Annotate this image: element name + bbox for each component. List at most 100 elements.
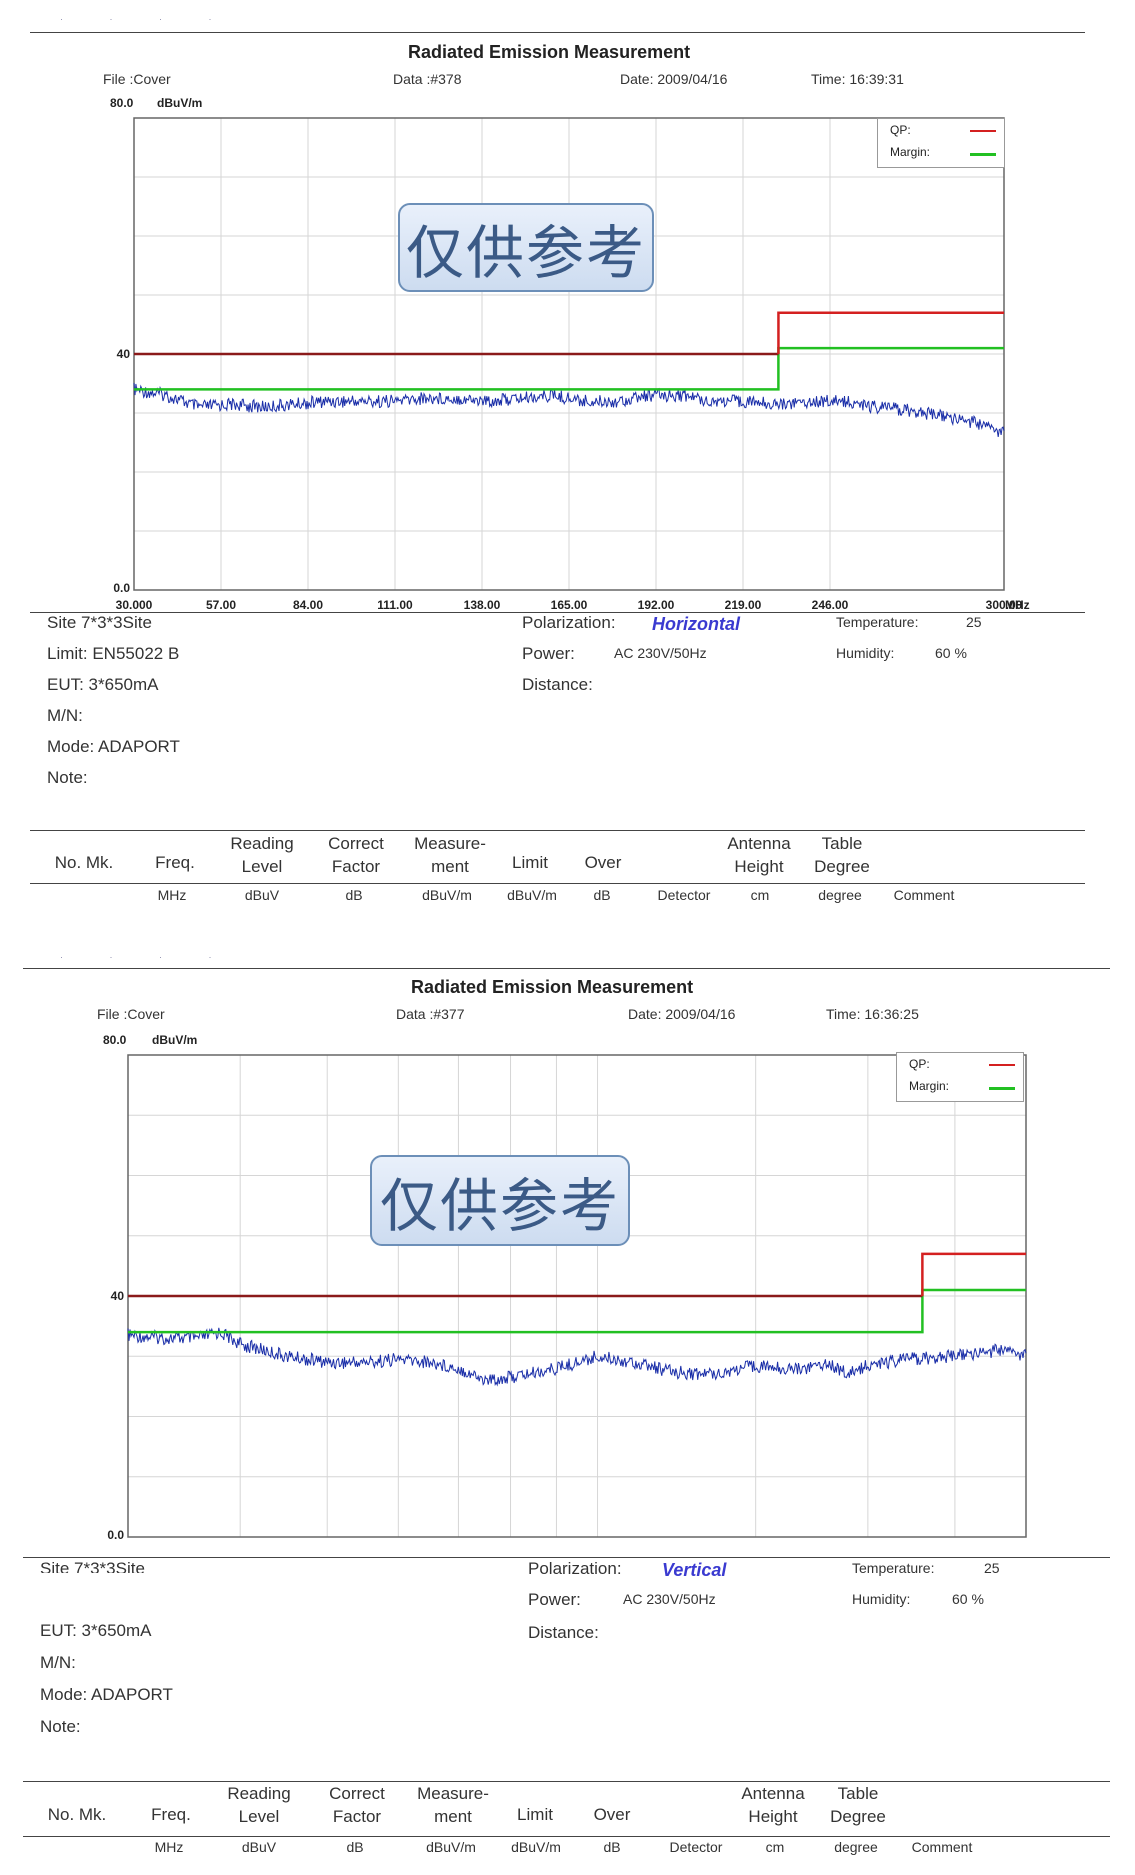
- site-label: Site 7*3*3Site: [40, 1559, 145, 1573]
- table-column-header-line: Limit: [517, 1805, 553, 1824]
- humidity-label: Humidity:: [836, 645, 895, 661]
- x-tick-label: 192.00: [638, 598, 675, 610]
- table-unit-label: cm: [750, 887, 770, 903]
- table-column-header: Measure-ment: [390, 832, 510, 878]
- table-unit-label: degree: [818, 887, 862, 903]
- x-tick-label: 246.00: [812, 598, 849, 610]
- power-label: Power:: [522, 644, 575, 663]
- top-faint-text: · · · ·: [60, 14, 234, 24]
- x-tick-label: 30.000: [110, 1545, 147, 1547]
- file-label: File :Cover: [103, 71, 171, 87]
- x-tick-label: 30.000: [116, 598, 153, 610]
- table-unit-label: dBuV/m: [422, 887, 472, 903]
- table-unit-label: dBuV: [244, 887, 280, 903]
- info-rule: [23, 1557, 1110, 1558]
- table-column-header: Reading Level: [202, 832, 322, 878]
- legend-margin-swatch: [989, 1087, 1015, 1090]
- temperature-label: Temperature:: [852, 1560, 935, 1576]
- table-column-header-line: Degree: [830, 1807, 886, 1826]
- table-unit-label: Detector: [669, 1839, 723, 1855]
- table-column-header: Reading Level: [199, 1782, 319, 1828]
- watermark-stamp: 仅供参考: [370, 1155, 630, 1246]
- table-column-header-line: Factor: [331, 857, 381, 876]
- table-column-header-line: No. Mk.: [54, 853, 114, 872]
- temperature-value: 25: [966, 614, 982, 630]
- table-column-header: Freq.: [115, 851, 235, 874]
- margin-line: [134, 346, 1004, 391]
- table-column-header-line: Over: [584, 853, 622, 872]
- table-column-header: Over: [552, 1803, 672, 1826]
- table-column-header: Antenna Height: [699, 832, 819, 878]
- x-tick-label: 80: [504, 1545, 518, 1547]
- chart-legend: QP: Margin:: [896, 1052, 1024, 1102]
- table-column-header-line: Over: [593, 1805, 631, 1824]
- table-column-header: Table Degree: [798, 1782, 918, 1828]
- qp-limit-line-step: [777, 311, 1004, 354]
- table-column-header-line: Level: [241, 857, 283, 876]
- qp-limit-line-step: [921, 1252, 1026, 1296]
- y-tick-label: 40: [117, 347, 131, 361]
- polarization-label: Polarization:: [528, 1559, 622, 1578]
- x-unit-label: MHz: [1005, 598, 1030, 610]
- polarization-label: Polarization:: [522, 613, 616, 632]
- info-rule: [30, 612, 1085, 613]
- report-2: · · · · Radiated Emission Measurement Fi…: [0, 935, 1135, 1875]
- table-column-header-line: Table: [821, 834, 863, 853]
- eut-label: EUT: 3*650mA: [47, 675, 159, 694]
- humidity-value: 60 %: [952, 1591, 984, 1607]
- table-unit-label: dB: [603, 1839, 621, 1855]
- table-column-header-line: Freq.: [151, 1805, 191, 1824]
- mode-label: Mode: ADAPORT: [47, 737, 180, 756]
- data-number: Data :#377: [396, 1006, 465, 1022]
- table-column-header-line: Factor: [332, 1807, 382, 1826]
- y-unit-label: dBuV/m: [157, 96, 203, 110]
- table-unit-label: MHz: [154, 1839, 184, 1855]
- legend-qp-label: QP:: [909, 1057, 930, 1071]
- watermark-text: 仅供参考: [405, 218, 646, 287]
- table-column-header-line: Antenna: [741, 1784, 805, 1803]
- table-column-header-line: Measure-: [417, 1784, 489, 1803]
- top-faint-text: · · · ·: [60, 952, 234, 962]
- table-column-header: Table Degree: [782, 832, 902, 878]
- x-tick-label: 70: [452, 1545, 466, 1547]
- x-tick-label: 111.00: [377, 598, 413, 610]
- date-label: Date: 2009/04/16: [620, 71, 728, 87]
- table-column-header-line: Limit: [512, 853, 548, 872]
- x-tick-label: 40: [234, 1545, 248, 1547]
- legend-qp-swatch: [970, 130, 996, 132]
- distance-label: Distance:: [528, 1623, 599, 1642]
- x-tick-label: 200: [858, 1545, 878, 1547]
- mode-label: Mode: ADAPORT: [40, 1685, 173, 1704]
- table-column-header-line: ment: [434, 1807, 472, 1826]
- report-title: Radiated Emission Measurement: [408, 42, 691, 62]
- time-label: Time: 16:39:31: [811, 71, 904, 87]
- table-unit-label: dBuV/m: [511, 1839, 561, 1855]
- x-tick-label: 50: [321, 1545, 335, 1547]
- x-tick-label: 60: [392, 1545, 406, 1547]
- y-tick-label: 0.0: [113, 581, 130, 595]
- table-unit-label: dB: [345, 887, 363, 903]
- table-column-header-line: No. Mk.: [47, 1805, 107, 1824]
- table-column-header: Freq.: [111, 1803, 231, 1826]
- data-number: Data :#378: [393, 71, 462, 87]
- mn-label: M/N:: [47, 706, 83, 725]
- power-value: AC 230V/50Hz: [614, 645, 707, 661]
- table-column-header: Measure-ment: [393, 1782, 513, 1828]
- file-label: File :Cover: [97, 1006, 165, 1022]
- y-unit-label: dBuV/m: [152, 1033, 198, 1047]
- y-top-label: 80.0: [103, 1033, 127, 1047]
- table-column-header-line: Height: [734, 857, 784, 876]
- y-tick-label: 40: [111, 1289, 125, 1303]
- table-column-header: Over: [543, 851, 663, 874]
- legend-qp-swatch: [989, 1064, 1015, 1066]
- legend-margin-swatch: [970, 153, 996, 156]
- table-column-header-line: Reading: [230, 834, 294, 853]
- table-column-header: Correct Factor: [297, 1782, 417, 1828]
- table-unit-label: cm: [765, 1839, 785, 1855]
- polarization-value: Horizontal: [652, 614, 740, 634]
- top-rule: [30, 32, 1085, 33]
- table-unit-label: dBuV: [241, 1839, 277, 1855]
- table-column-header-line: Antenna: [727, 834, 791, 853]
- table-unit-label: dB: [346, 1839, 364, 1855]
- table-column-header: No. Mk.: [24, 851, 144, 874]
